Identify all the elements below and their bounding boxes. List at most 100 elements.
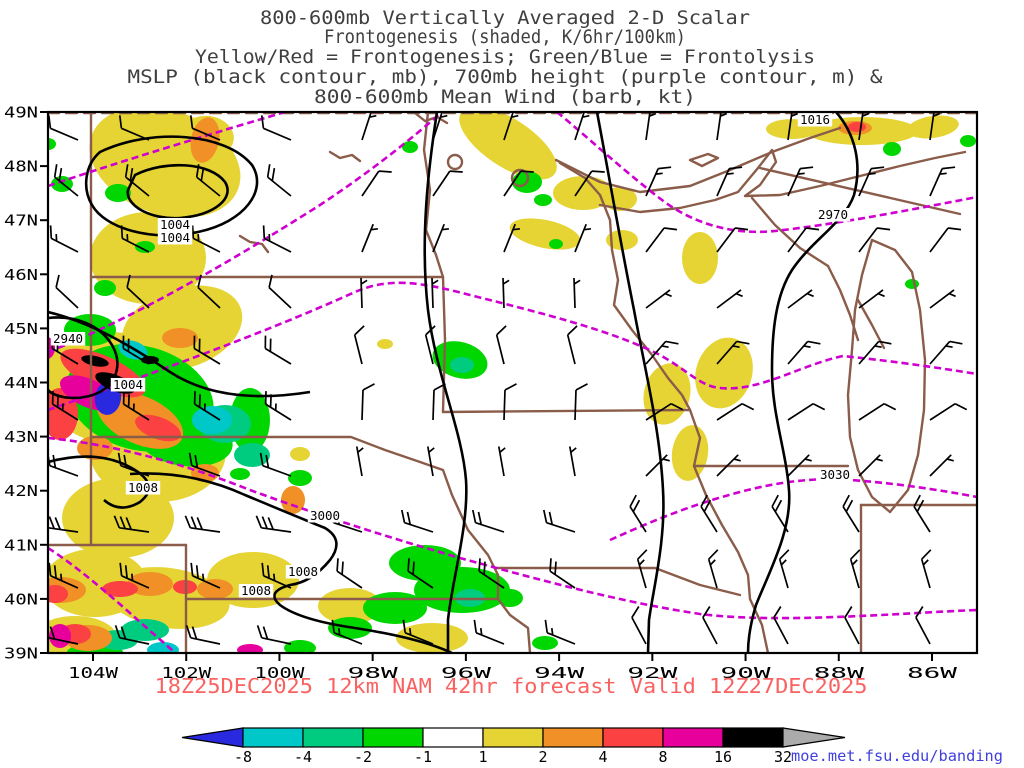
wind-barb bbox=[574, 170, 605, 197]
wind-barb bbox=[631, 606, 647, 645]
lake-leech bbox=[446, 153, 464, 171]
height-contour-sw bbox=[48, 546, 176, 653]
frontogenesis-blob-green bbox=[363, 592, 427, 624]
wind-barb bbox=[549, 558, 576, 589]
wind-barb bbox=[336, 558, 363, 589]
frontogenesis-blob-green bbox=[230, 468, 250, 480]
wind-barb bbox=[849, 549, 861, 589]
wind-barb bbox=[193, 335, 221, 365]
wind-barb bbox=[189, 115, 221, 141]
frontogenesis-blob-cyan bbox=[147, 642, 179, 653]
title-line-4: MSLP (black contour, mb), 700mb height (… bbox=[128, 66, 884, 88]
lon-tick-label: 98W bbox=[348, 664, 400, 682]
wind-barb bbox=[716, 340, 750, 365]
colorbar-tick-label: 16 bbox=[714, 748, 732, 766]
height-contours-700mb bbox=[48, 112, 977, 653]
frontogenesis-blob-green bbox=[549, 239, 563, 249]
lake-mille-lacs bbox=[510, 168, 530, 188]
lake-michigan-east-shore bbox=[870, 238, 927, 514]
wind-barb bbox=[262, 225, 292, 253]
contour-label: 1008 bbox=[288, 564, 318, 579]
wind-barb bbox=[197, 274, 221, 309]
lake-of-the-woods bbox=[413, 112, 449, 125]
contour-label-box bbox=[817, 468, 853, 482]
wind-barb bbox=[478, 558, 505, 589]
title-line-3: Yellow/Red = Frontogenesis; Green/Blue =… bbox=[195, 46, 815, 68]
wind-barb bbox=[432, 223, 450, 253]
wind-barb bbox=[264, 391, 292, 421]
frontogenesis-blob-teal bbox=[234, 443, 270, 467]
frontogenesis-blob-magenta bbox=[49, 624, 71, 648]
wind-barb bbox=[353, 325, 365, 365]
source-url-link[interactable]: moe.met.fsu.edu/banding bbox=[791, 747, 1003, 765]
frontogenesis-blob-green bbox=[497, 589, 523, 607]
lon-tick-label: 90W bbox=[721, 664, 773, 682]
contour-label: 1004 bbox=[160, 230, 190, 245]
lon-tick-label: 96W bbox=[441, 664, 493, 682]
wind-barb bbox=[858, 112, 870, 141]
frontogenesis-blob-yellow bbox=[459, 112, 557, 180]
forecast-valid-label: 18Z25DEC2025 12km NAM 42hr forecast Vali… bbox=[155, 674, 868, 698]
wind-barb bbox=[503, 170, 534, 197]
wind-barb bbox=[432, 170, 463, 197]
contour-label: 1008 bbox=[241, 583, 271, 598]
wind-barb bbox=[361, 383, 375, 421]
frontogenesis-blob-yellow bbox=[396, 623, 468, 653]
wind-barb bbox=[920, 549, 932, 589]
frontogenesis-blob-green bbox=[105, 184, 131, 202]
wind-barb bbox=[771, 494, 789, 533]
wind-barb bbox=[929, 289, 956, 309]
wind-barb bbox=[574, 223, 592, 253]
wind-barb bbox=[787, 227, 820, 253]
wind-barb bbox=[787, 289, 814, 309]
wind-barb bbox=[113, 515, 150, 533]
wind-barb bbox=[858, 402, 897, 421]
colorbar-tick-label: 8 bbox=[658, 748, 667, 766]
wind-barb bbox=[426, 446, 435, 477]
contour-label-box bbox=[815, 208, 851, 222]
frontogenesis-blob-red bbox=[48, 585, 68, 603]
wind-barb bbox=[255, 515, 292, 533]
lon-tick-label: 102W bbox=[161, 664, 212, 682]
colorbar-left-arrow bbox=[181, 727, 244, 748]
wind-barb bbox=[402, 619, 434, 645]
border-wi-mi-up bbox=[750, 196, 830, 268]
wind-barb bbox=[432, 383, 446, 421]
frontogenesis-blob-green bbox=[883, 142, 901, 156]
wind-barb bbox=[574, 383, 588, 421]
frontogenesis-blob-green bbox=[284, 640, 316, 653]
wind-barb bbox=[929, 454, 954, 477]
frontogenesis-blob-cyan bbox=[192, 406, 232, 434]
wind-barb bbox=[778, 549, 790, 589]
wind-barb bbox=[858, 227, 891, 253]
wind-barb bbox=[707, 549, 719, 589]
frontogenesis-blob-red bbox=[135, 414, 181, 442]
contour-label: 2940 bbox=[53, 331, 83, 346]
wind-barb bbox=[407, 558, 434, 589]
colorbar-segment bbox=[362, 727, 424, 748]
wind-barb bbox=[48, 115, 79, 141]
lat-tick-label: 49N bbox=[4, 104, 38, 122]
border-red-river bbox=[422, 112, 445, 279]
wind-barb bbox=[787, 112, 799, 141]
frontogenesis-blob-red bbox=[848, 122, 866, 132]
border-mn-ia bbox=[441, 408, 692, 414]
wind-barb bbox=[858, 289, 885, 309]
border-mississippi-river bbox=[688, 408, 770, 653]
contour-label-box bbox=[125, 481, 161, 495]
wind-barb bbox=[645, 454, 670, 477]
lat-tick-label: 39N bbox=[4, 645, 38, 663]
colorbar-tick-label: 2 bbox=[538, 748, 547, 766]
chart-title: 800-600mb Vertically Averaged 2-D Scalar… bbox=[128, 7, 884, 108]
title-line-2: Frontogenesis (shaded, K/6hr/100km) bbox=[324, 26, 686, 48]
height-contour-3000 bbox=[48, 436, 977, 620]
wind-barb bbox=[858, 166, 885, 197]
colorbar-segment bbox=[302, 727, 364, 748]
frontogenesis-blob-green bbox=[94, 280, 116, 296]
colorbar-segment bbox=[482, 727, 544, 748]
wind-barb bbox=[702, 606, 718, 645]
wind-barb bbox=[929, 340, 963, 365]
contour-label: 1016 bbox=[800, 112, 830, 127]
wind-barb bbox=[502, 277, 510, 309]
